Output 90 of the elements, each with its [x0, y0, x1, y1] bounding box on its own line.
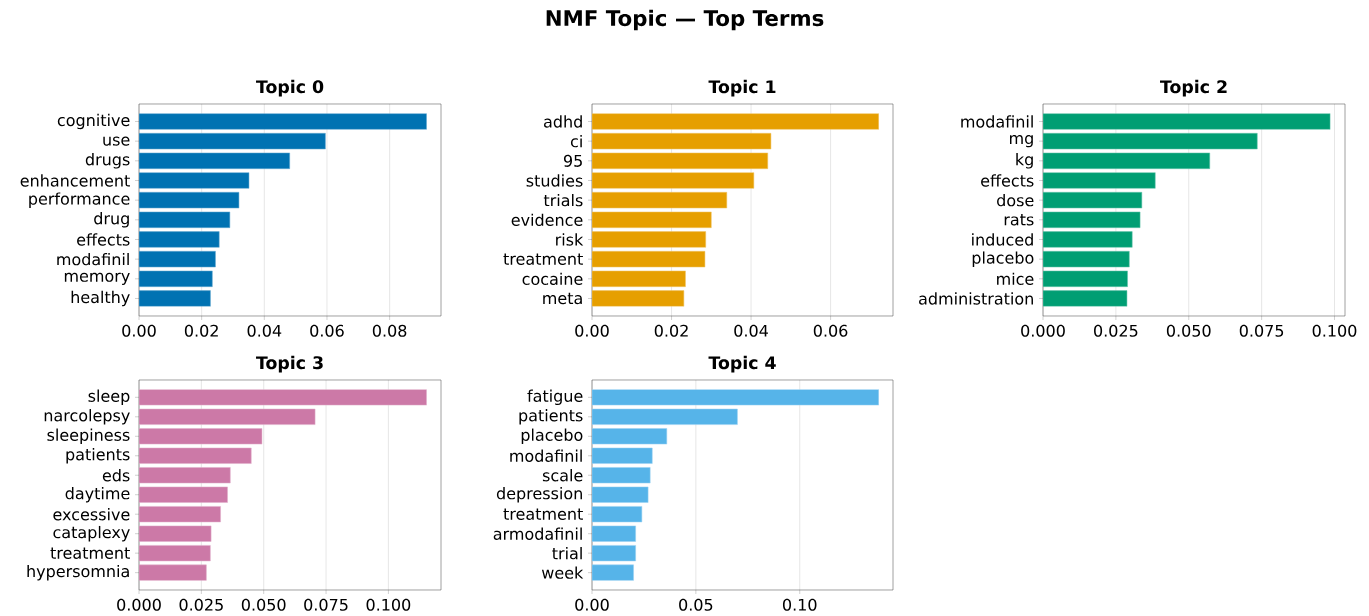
y-tick-label: placebo — [521, 428, 583, 445]
y-tick-label: risk — [556, 233, 584, 246]
x-tick-label: 0.100 — [366, 598, 411, 611]
bar — [592, 290, 685, 307]
chart-title: Topic 1 — [708, 79, 776, 97]
y-tick-label: excessive — [53, 508, 130, 521]
y-tick-label: cognitive — [57, 113, 130, 130]
y-tick-label: cataplexy — [53, 525, 130, 542]
y-tick-label: modafinil — [961, 115, 1033, 128]
y-tick-label: effects — [77, 233, 130, 246]
y-tick-label: eds — [102, 469, 130, 482]
x-tick-label: 0.00 — [575, 324, 609, 337]
y-tick-label: drug — [94, 212, 129, 228]
x-tick-label: 0.05 — [679, 598, 713, 611]
bar — [139, 231, 220, 248]
chart-title: Topic 0 — [256, 79, 324, 97]
y-tick-label: performance — [29, 192, 130, 208]
y-tick-label: sleep — [88, 389, 130, 406]
x-tick-label: 0.050 — [241, 598, 286, 611]
y-tick-label: rats — [1004, 214, 1034, 226]
bar — [139, 113, 427, 130]
bar — [1043, 113, 1331, 130]
y-tick-label: studies — [526, 174, 583, 187]
x-tick-label: 0.02 — [184, 324, 218, 337]
y-tick-label: ci — [570, 134, 582, 148]
x-tick-label: 0.050 — [1166, 324, 1211, 337]
y-tick-label: week — [541, 566, 584, 579]
y-tick-label: mice — [997, 272, 1034, 286]
y-tick-label: narcolepsy — [44, 409, 130, 425]
y-tick-label: daytime — [65, 486, 130, 503]
y-tick-label: administration — [919, 292, 1033, 305]
bar — [1043, 172, 1156, 189]
y-tick-label: enhancement — [20, 174, 130, 187]
y-tick-label: mg — [1010, 135, 1033, 148]
y-tick-label: fatigue — [527, 389, 583, 406]
x-tick-label: 0.075 — [1239, 324, 1284, 337]
y-tick-label: armodafinil — [493, 527, 582, 540]
y-tick-label: effects — [981, 174, 1034, 187]
chart-title: Topic 3 — [256, 355, 323, 373]
x-tick-label: 0.025 — [1094, 324, 1138, 337]
y-tick-label: patients — [66, 448, 130, 464]
x-tick-label: 0.000 — [1021, 324, 1065, 337]
x-tick-label: 0.06 — [813, 324, 848, 337]
y-tick-label: treatment — [503, 508, 583, 520]
y-tick-label: trial — [552, 546, 582, 560]
chart-title: Topic 4 — [708, 355, 776, 373]
bar — [1043, 290, 1128, 307]
y-tick-label: dose — [997, 193, 1034, 207]
y-tick-label: hypersomnia — [27, 564, 129, 581]
y-tick-label: induced — [972, 233, 1033, 246]
x-tick-label: 0.06 — [310, 324, 344, 337]
y-tick-label: drugs — [85, 153, 130, 169]
y-tick-label: treatment — [50, 547, 130, 559]
x-tick-label: 0.100 — [1312, 324, 1357, 337]
bar — [592, 113, 879, 130]
x-tick-label: 0.00 — [575, 598, 609, 611]
y-tick-label: depression — [496, 486, 582, 503]
x-tick-label: 0.04 — [247, 324, 282, 337]
x-tick-label: 0.025 — [179, 598, 223, 611]
x-tick-label: 0.02 — [654, 324, 688, 337]
y-tick-label: memory — [64, 272, 130, 285]
y-tick-label: treatment — [503, 253, 583, 265]
x-tick-label: 0.00 — [122, 324, 156, 337]
y-tick-label: kg — [1016, 153, 1033, 169]
y-tick-label: patients — [519, 409, 583, 425]
y-tick-label: 95 — [563, 154, 582, 167]
x-tick-label: 0.000 — [117, 598, 161, 611]
x-tick-label: 0.08 — [372, 324, 407, 337]
bar — [592, 172, 755, 189]
text: NMF Topic — Top Terms — [546, 9, 824, 31]
y-tick-label: trials — [543, 193, 583, 207]
bar — [592, 231, 706, 248]
y-tick-label: scale — [542, 469, 583, 482]
bar — [139, 290, 211, 307]
y-tick-label: healthy — [71, 290, 130, 307]
bar — [1043, 231, 1133, 248]
y-tick-label: cocaine — [522, 272, 583, 286]
y-tick-label: modafinil — [57, 252, 129, 266]
y-tick-label: use — [103, 136, 130, 146]
y-tick-label: evidence — [511, 213, 583, 227]
x-tick-label: 0.10 — [782, 598, 817, 611]
bar — [139, 172, 250, 189]
y-tick-label: sleepiness — [47, 428, 130, 445]
y-tick-label: meta — [543, 292, 582, 305]
x-tick-label: 0.04 — [734, 324, 768, 337]
x-tick-label: 0.075 — [304, 598, 348, 611]
chart-title: Topic 2 — [1160, 79, 1227, 97]
y-tick-label: adhd — [544, 115, 582, 128]
y-tick-label: modafinil — [510, 449, 582, 462]
y-tick-label: placebo — [972, 251, 1034, 267]
